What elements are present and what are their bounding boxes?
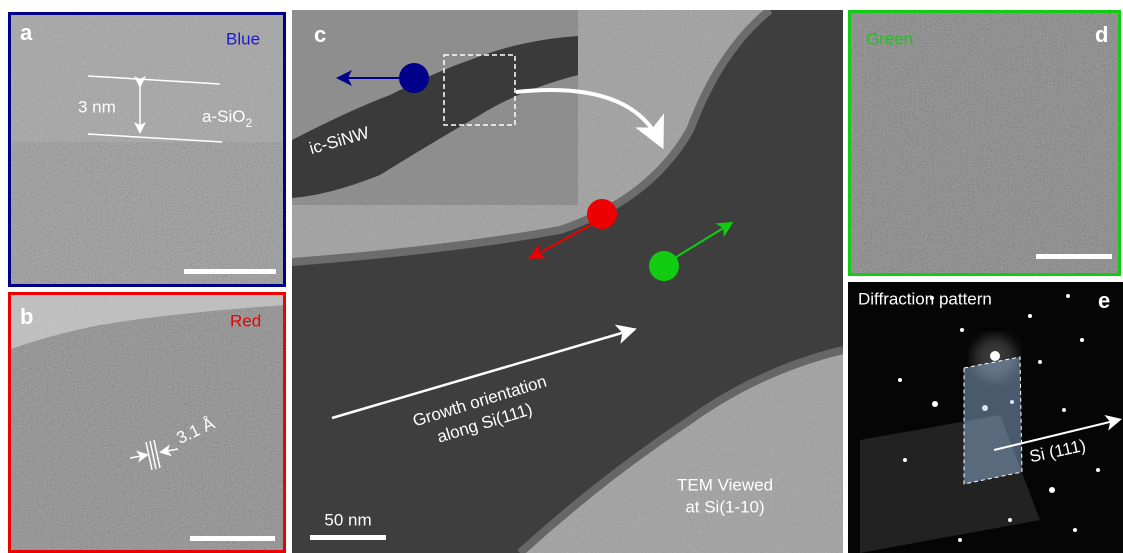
- panel-label: b: [20, 304, 33, 329]
- layer-sub: 2: [245, 116, 252, 130]
- scale-bar: [190, 536, 275, 541]
- panel-d: Green d: [848, 10, 1121, 276]
- scale-label: 50 nm: [324, 510, 371, 529]
- layer-text: a-SiO: [202, 107, 245, 126]
- panel-label: d: [1095, 22, 1108, 47]
- marker-red: [587, 199, 617, 229]
- panel-c: c ic-SiNW Growth orientation along Si(11…: [292, 10, 843, 553]
- figure: a Blue 3 nm a-SiO2 b Red 3.1 Å: [0, 0, 1123, 553]
- panel-tag: Green: [866, 29, 913, 48]
- panel-title: Diffraction pattern: [858, 289, 992, 308]
- panel-tag: Blue: [226, 29, 260, 48]
- zone-overlay: [964, 357, 1022, 484]
- view-label: at Si(1-10): [685, 497, 764, 516]
- panel-label: e: [1098, 288, 1110, 313]
- scale-bar: [184, 269, 276, 274]
- panel-label: a: [20, 20, 33, 45]
- panel-a: a Blue 3 nm a-SiO2: [8, 12, 286, 287]
- panel-label: c: [314, 22, 326, 47]
- scale-bar: [1036, 254, 1112, 259]
- marker-green: [649, 251, 679, 281]
- panel-e: Diffraction pattern e Si (111): [848, 282, 1123, 553]
- marker-blue: [399, 63, 429, 93]
- scale-bar: [310, 535, 386, 540]
- view-label: TEM Viewed: [677, 475, 773, 494]
- image-tone: [848, 10, 1121, 276]
- thickness-label: 3 nm: [78, 97, 116, 116]
- panel-b: b Red 3.1 Å: [8, 292, 286, 553]
- panel-tag: Red: [230, 311, 261, 330]
